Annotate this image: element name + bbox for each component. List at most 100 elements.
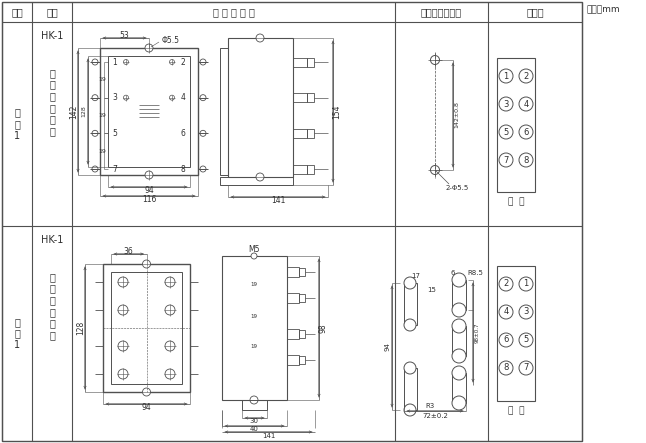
Circle shape — [452, 273, 466, 287]
Text: 4: 4 — [181, 93, 185, 102]
Bar — [2, 2, 582, 441]
Text: 1: 1 — [503, 71, 508, 81]
Text: 154: 154 — [333, 104, 342, 119]
Text: 1: 1 — [112, 58, 118, 66]
Bar — [287, 267, 299, 277]
Text: 30: 30 — [249, 418, 258, 424]
Bar — [452, 326, 466, 356]
Bar — [287, 329, 299, 339]
Circle shape — [250, 396, 258, 404]
Circle shape — [92, 59, 98, 65]
Bar — [299, 356, 305, 364]
Bar — [108, 56, 190, 167]
Text: 6: 6 — [451, 270, 455, 276]
Text: 2: 2 — [503, 280, 508, 288]
Text: 142±0.8: 142±0.8 — [455, 101, 459, 128]
Text: 3: 3 — [523, 307, 528, 316]
Text: M5: M5 — [248, 245, 260, 253]
Circle shape — [519, 97, 533, 111]
Text: 5: 5 — [112, 129, 118, 138]
Bar — [307, 164, 314, 174]
Text: 外 形 尺 寸 图: 外 形 尺 寸 图 — [213, 7, 255, 17]
Bar — [299, 294, 305, 302]
Text: 15: 15 — [428, 287, 437, 293]
Bar — [100, 48, 198, 175]
Text: 8: 8 — [523, 155, 528, 164]
Circle shape — [123, 95, 129, 100]
Bar — [220, 177, 293, 185]
Text: 40: 40 — [250, 426, 259, 432]
Circle shape — [499, 125, 513, 139]
Bar — [293, 129, 307, 138]
Bar — [287, 355, 299, 365]
Text: 附
图
1: 附 图 1 — [14, 107, 20, 140]
Text: 98±0.7: 98±0.7 — [475, 322, 479, 343]
Text: 19: 19 — [98, 113, 106, 118]
Bar — [228, 38, 293, 177]
Text: 前  视: 前 视 — [508, 198, 525, 206]
Circle shape — [165, 305, 175, 315]
Text: 19: 19 — [251, 314, 258, 319]
Circle shape — [200, 59, 206, 65]
Circle shape — [165, 277, 175, 287]
Bar — [299, 268, 305, 276]
Circle shape — [145, 171, 153, 179]
Circle shape — [519, 125, 533, 139]
Text: 端子图: 端子图 — [526, 7, 544, 17]
Circle shape — [404, 362, 416, 374]
Text: 5: 5 — [503, 128, 508, 136]
Circle shape — [430, 55, 439, 65]
Text: 3: 3 — [112, 93, 118, 102]
Text: 36: 36 — [124, 246, 134, 256]
Text: 4: 4 — [503, 307, 508, 316]
Circle shape — [519, 305, 533, 319]
Circle shape — [404, 277, 416, 289]
Circle shape — [143, 260, 151, 268]
Text: R3: R3 — [425, 403, 435, 409]
Bar — [287, 293, 299, 303]
Text: 19: 19 — [98, 149, 106, 154]
Circle shape — [118, 369, 128, 379]
Text: 53: 53 — [120, 31, 129, 39]
Bar — [299, 330, 305, 338]
Text: 背  视: 背 视 — [508, 407, 525, 416]
Circle shape — [165, 369, 175, 379]
Text: 128: 128 — [81, 105, 87, 117]
Bar — [404, 368, 417, 410]
Text: 7: 7 — [503, 155, 508, 164]
Text: 72±0.2: 72±0.2 — [422, 413, 448, 419]
Text: 1: 1 — [523, 280, 528, 288]
Text: R8.5: R8.5 — [467, 270, 483, 276]
Text: 19: 19 — [251, 283, 258, 288]
Circle shape — [256, 173, 264, 181]
Circle shape — [200, 130, 206, 136]
Text: 凸
出
式
前
接
线: 凸 出 式 前 接 线 — [49, 68, 55, 136]
Text: 4: 4 — [523, 100, 528, 109]
Text: 94: 94 — [144, 186, 154, 194]
Text: 6: 6 — [181, 129, 185, 138]
Text: 安装开孔尺寸图: 安装开孔尺寸图 — [421, 7, 462, 17]
Circle shape — [452, 366, 466, 380]
Text: 2: 2 — [181, 58, 185, 66]
Circle shape — [452, 349, 466, 363]
Text: 142: 142 — [70, 104, 79, 119]
Circle shape — [143, 388, 151, 396]
Text: Φ5.5: Φ5.5 — [162, 35, 180, 44]
Text: 附
图
1: 附 图 1 — [14, 317, 20, 350]
Bar — [293, 93, 307, 102]
Circle shape — [499, 277, 513, 291]
Circle shape — [499, 305, 513, 319]
Text: 7: 7 — [523, 364, 528, 373]
Text: 141: 141 — [262, 433, 275, 439]
Text: 单位：mm: 单位：mm — [587, 5, 620, 15]
Circle shape — [92, 130, 98, 136]
Circle shape — [452, 319, 466, 333]
Bar — [293, 58, 307, 66]
Circle shape — [92, 166, 98, 172]
Text: 5: 5 — [523, 335, 528, 345]
Text: 7: 7 — [112, 164, 118, 174]
Circle shape — [118, 305, 128, 315]
Text: 94: 94 — [141, 403, 151, 412]
Circle shape — [165, 341, 175, 351]
Text: 8: 8 — [503, 364, 508, 373]
